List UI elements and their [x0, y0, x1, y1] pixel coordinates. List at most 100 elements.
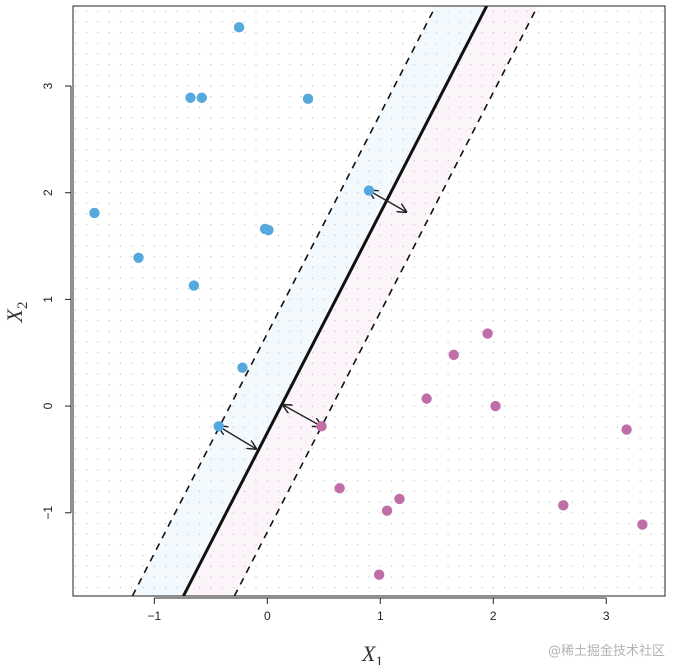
- grid-dot: [605, 554, 607, 557]
- grid-dot: [571, 53, 574, 55]
- grid-dot: [334, 469, 336, 471]
- grid-dot: [278, 106, 280, 108]
- grid-dot: [232, 309, 234, 311]
- grid-dot: [560, 74, 562, 76]
- grid-dot: [153, 320, 155, 322]
- grid-dot: [187, 384, 189, 386]
- grid-dot: [74, 224, 76, 226]
- grid-dot: [594, 10, 596, 12]
- grid-dot: [639, 501, 641, 503]
- grid-dot: [86, 309, 88, 311]
- grid-dot: [504, 309, 506, 311]
- grid-dot: [108, 192, 110, 194]
- grid-dot: [86, 416, 88, 418]
- grid-dot: [549, 106, 551, 108]
- grid-dot: [266, 426, 268, 428]
- grid-dot: [232, 341, 234, 343]
- grid-dot: [526, 533, 528, 535]
- grid-dot: [413, 522, 415, 525]
- grid-dot: [549, 330, 551, 332]
- grid-dot: [424, 490, 427, 492]
- grid-dot: [108, 170, 110, 172]
- grid-dot: [560, 213, 562, 215]
- grid-dot: [142, 10, 144, 12]
- grid-dot: [537, 64, 540, 66]
- grid-dot: [492, 202, 494, 204]
- grid-dot: [639, 64, 641, 66]
- grid-dot: [447, 53, 449, 55]
- grid-dot: [311, 181, 314, 183]
- grid-dot: [289, 245, 291, 247]
- grid-dot: [379, 224, 381, 226]
- grid-dot: [662, 522, 664, 525]
- grid-dot: [97, 490, 99, 492]
- grid-dot: [357, 192, 359, 194]
- grid-dot: [221, 320, 223, 322]
- grid-dot: [142, 384, 144, 386]
- grid-dot: [289, 373, 291, 375]
- grid-dot: [628, 117, 630, 119]
- grid-dot: [368, 266, 370, 268]
- grid-dot: [108, 245, 110, 247]
- grid-dot: [74, 202, 76, 204]
- grid-dot: [379, 394, 381, 396]
- grid-dot: [278, 362, 280, 364]
- grid-dot: [142, 53, 144, 55]
- grid-dot: [515, 256, 517, 258]
- grid-dot: [176, 394, 178, 396]
- grid-dot: [244, 405, 246, 407]
- grid-dot: [560, 21, 562, 23]
- grid-dot: [560, 533, 562, 535]
- grid-dot: [537, 106, 540, 108]
- grid-dot: [458, 416, 460, 418]
- grid-dot: [176, 501, 178, 503]
- grid-dot: [119, 320, 122, 322]
- grid-dot: [187, 149, 189, 151]
- grid-dot: [323, 416, 325, 418]
- grid-dot: [142, 544, 144, 546]
- grid-dot: [210, 576, 212, 578]
- grid-dot: [187, 512, 189, 514]
- grid-dot: [300, 74, 302, 76]
- grid-dot: [86, 469, 88, 471]
- grid-dot: [221, 138, 223, 140]
- grid-dot: [583, 96, 585, 98]
- grid-dot: [108, 96, 110, 98]
- grid-dot: [368, 181, 370, 183]
- grid-dot: [515, 448, 517, 450]
- grid-dot: [165, 522, 167, 525]
- grid-dot: [583, 405, 585, 407]
- grid-dot: [605, 576, 607, 578]
- grid-dot: [583, 384, 585, 386]
- grid-dot: [650, 117, 653, 119]
- grid-dot: [119, 394, 122, 396]
- grid-dot: [255, 42, 257, 44]
- grid-dot: [323, 181, 325, 183]
- grid-dot: [458, 160, 460, 162]
- grid-dot: [210, 32, 212, 34]
- grid-dot: [605, 21, 607, 23]
- grid-dot: [391, 213, 393, 215]
- grid-dot: [470, 480, 472, 482]
- grid-dot: [594, 74, 596, 76]
- grid-dot: [221, 416, 223, 418]
- plot-frame: [72, 5, 666, 597]
- grid-dot: [289, 554, 291, 557]
- grid-dot: [311, 64, 314, 66]
- pink-point: [490, 400, 501, 412]
- grid-dot: [357, 181, 359, 183]
- grid-dot: [413, 405, 415, 407]
- grid-dot: [97, 288, 99, 290]
- grid-dot: [379, 341, 381, 343]
- grid-dot: [108, 181, 110, 183]
- grid-dot: [198, 522, 201, 525]
- grid-dot: [368, 288, 370, 290]
- grid-dot: [300, 170, 302, 172]
- grid-dot: [119, 309, 122, 311]
- grid-dot: [413, 224, 415, 226]
- grid-dot: [402, 10, 404, 12]
- grid-dot: [86, 544, 88, 546]
- grid-dot: [571, 128, 574, 130]
- grid-dot: [278, 277, 280, 279]
- grid-dot: [221, 10, 223, 12]
